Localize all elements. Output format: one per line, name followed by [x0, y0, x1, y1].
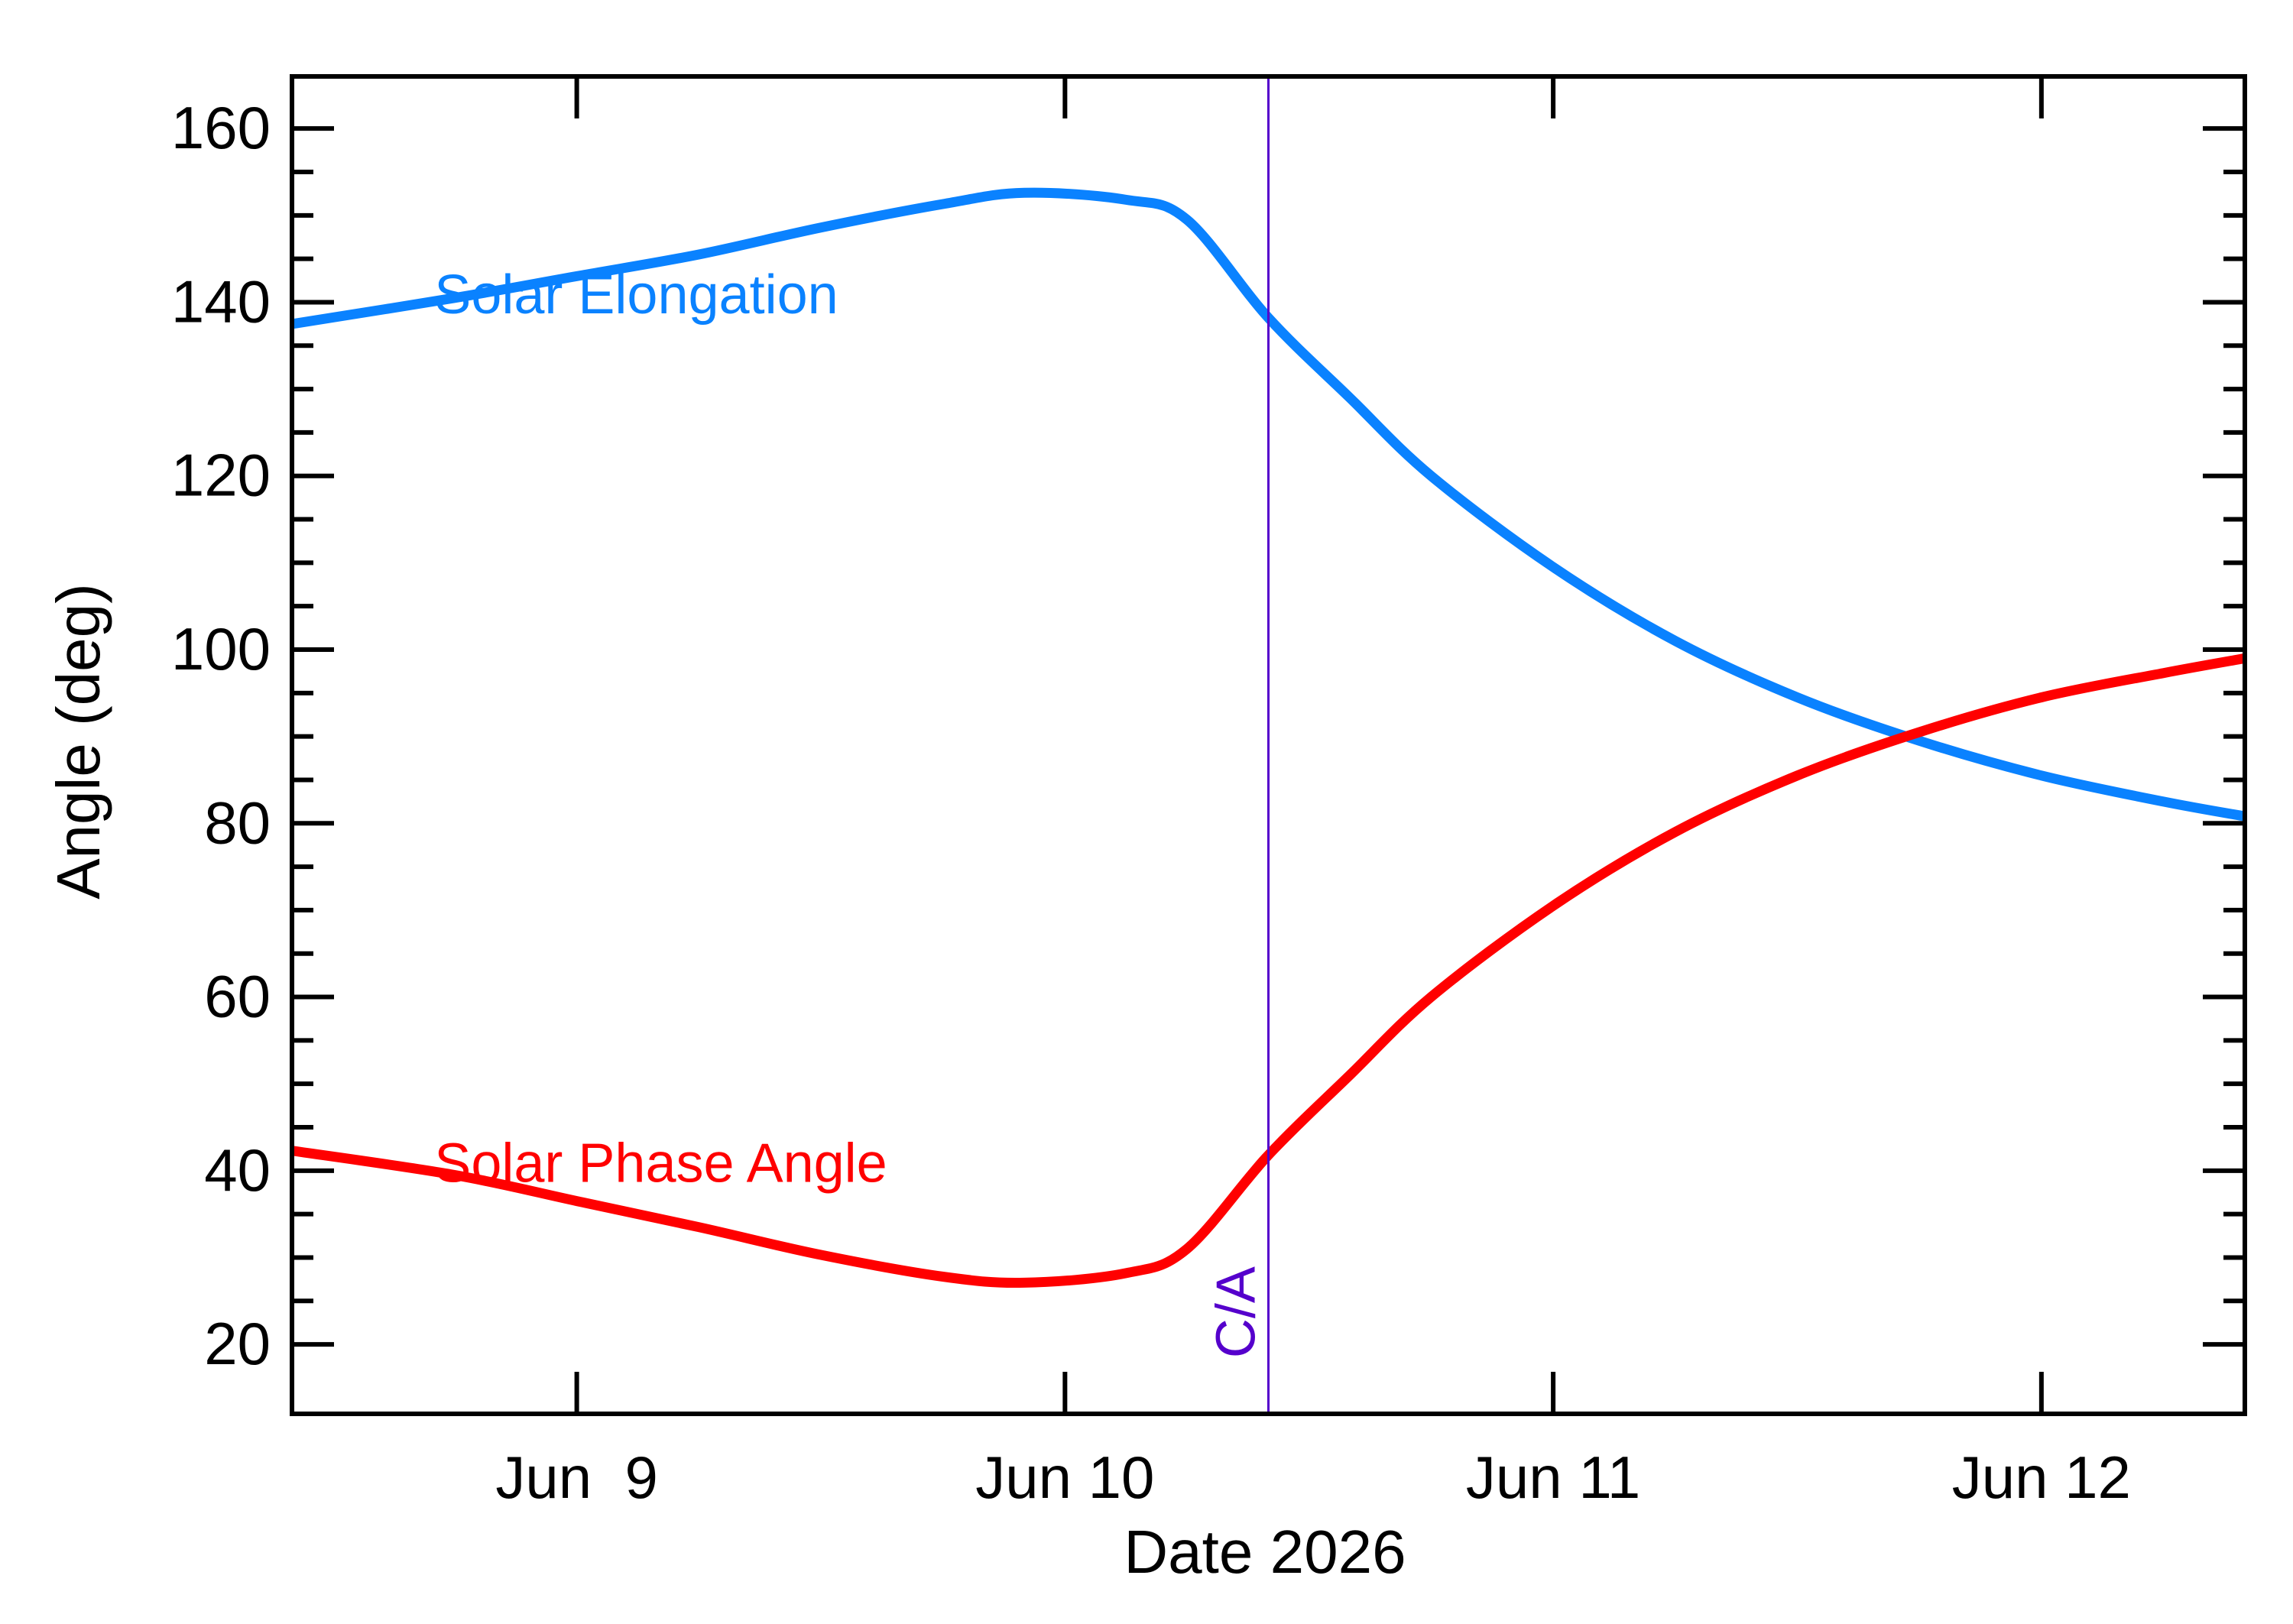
- y-tick-label: 140: [171, 267, 271, 335]
- y-tick-label: 40: [204, 1136, 271, 1204]
- y-tick-label: 160: [171, 94, 271, 161]
- annotation-solar-phase-angle: Solar Phase Angle: [434, 1133, 887, 1194]
- y-tick-label: 80: [204, 789, 271, 856]
- x-tick-label: Jun 11: [1466, 1444, 1640, 1511]
- labels: 20 40 60 80 100 120 140 160 Jun 9 Jun 10 Jun 11 Jun…: [171, 94, 2131, 1511]
- plot-frame: [290, 74, 2247, 1416]
- closest-approach-label: C/A: [1206, 1266, 1267, 1358]
- y-tick-label: 60: [204, 963, 271, 1030]
- y-tick-label: 20: [204, 1310, 271, 1377]
- y-tick-label: 120: [171, 442, 271, 509]
- series-line-solar-phase-angle: [292, 653, 2245, 1289]
- annotation-solar-elongation: Solar Elongation: [434, 264, 838, 326]
- plot-area: [292, 76, 2245, 1414]
- x-tick-label: Jun 9: [495, 1444, 657, 1511]
- x-tick-label: Jun 12: [1952, 1444, 2131, 1511]
- y-tick-label: 100: [171, 615, 271, 682]
- y-axis-label: Angle (deg): [44, 583, 112, 900]
- axes: [290, 74, 2247, 1416]
- x-tick-label: Jun 10: [975, 1444, 1154, 1511]
- x-axis-label: Date 2026: [1124, 1518, 1406, 1586]
